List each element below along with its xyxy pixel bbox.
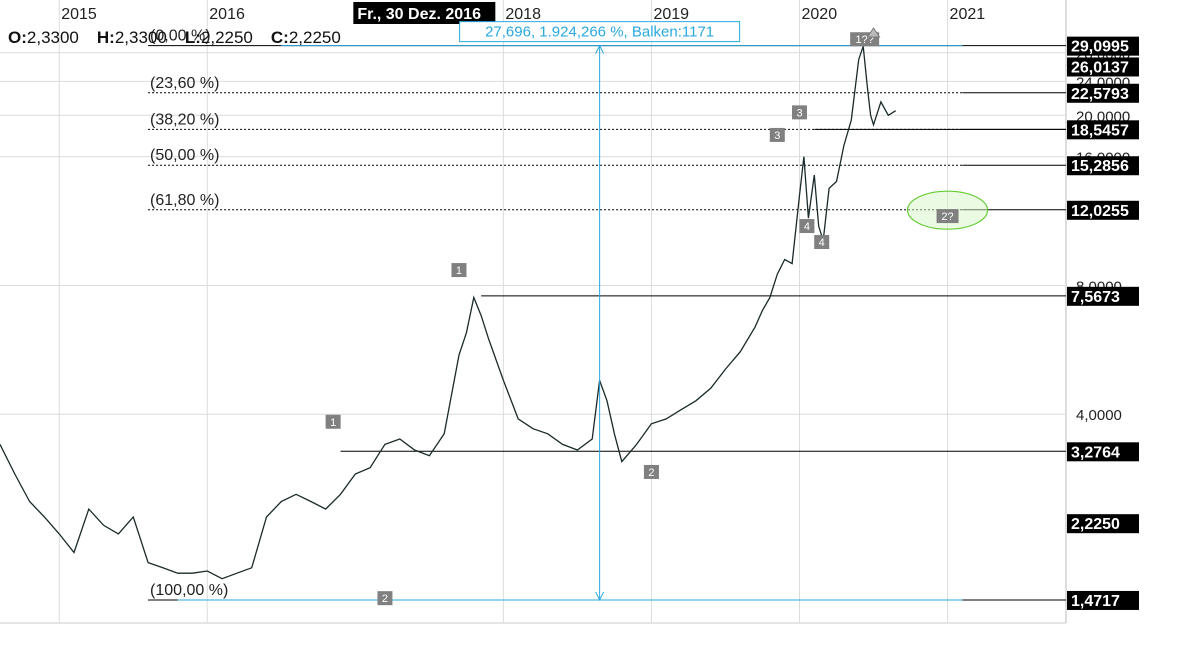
open-value: O:2,3300 [8,28,79,47]
price-label: 7,5673 [1071,289,1120,306]
wave-label-box [936,209,959,224]
wave-label-box [325,414,341,429]
fib-level-label: (100,00 %) [150,582,228,599]
price-label-box [1067,57,1139,77]
ohlc-readout: O:2,3300 H:2,3300 L:2,2250 C:2,2250 [8,28,341,48]
low-value: L:2,2250 [184,28,253,47]
price-label: 1,4717 [1071,593,1120,610]
x-tick-label: 2019 [653,6,689,23]
fib-level-label: (0,00 %) [150,28,210,45]
price-line [0,46,897,580]
wave-label-box [814,235,830,250]
x-tick-label: 2015 [61,6,97,23]
wave-label-box [792,105,807,120]
wave-label: 2 [648,467,654,479]
wave-label-box [799,219,815,234]
price-label: 15,2856 [1071,158,1129,175]
price-label-box [1067,590,1139,610]
wave-label-box [377,591,393,606]
fib-level-label: (61,80 %) [150,192,219,209]
wave-label: 4 [804,221,810,233]
measure-arrow-up [595,44,605,54]
wave-label: 3 [796,107,802,119]
price-label-box [1067,120,1139,140]
price-label-box [1067,514,1139,534]
wave-label-box [769,127,785,142]
price-label: 12,0255 [1071,203,1129,220]
price-label-box [1067,286,1139,306]
price-label-box [1067,156,1139,176]
cursor-date-box [353,2,496,24]
measure-arrow-down [595,591,605,602]
wave-label-box [643,464,659,479]
price-label-box [1067,36,1139,56]
measure-label: 27,696, 1.924,266 %, Balken:1171 [485,24,714,41]
fib-level-label: (23,60 %) [150,75,219,92]
wave-label: 2? [941,211,953,223]
wave-label: 1 [330,417,336,429]
x-tick-label: 2021 [950,6,986,23]
price-label: 2,2250 [1071,516,1120,533]
wave-label: 2 [382,593,388,605]
x-tick-label: 2016 [209,6,245,23]
y-tick-label: 4,0000 [1076,407,1122,424]
price-label: 29,0995 [1071,39,1129,56]
x-tick-label: 2018 [505,6,541,23]
wave-label: 4 [819,237,825,249]
price-label-box [1067,200,1139,220]
price-label: 26,0137 [1071,59,1129,76]
price-label-box [1067,442,1139,462]
wave-label: 3 [774,130,780,142]
fib-level-label: (50,00 %) [150,147,219,164]
price-label: 18,5457 [1071,122,1129,139]
up-triangle-icon [866,27,881,38]
high-value: H:2,3300 [96,28,167,47]
measure-label-box [459,21,741,43]
x-tick-label: 2020 [802,6,838,23]
fib-level-label: (38,20 %) [150,111,219,128]
wave-label-box [451,263,467,278]
cursor-date-label: Fr., 30 Dez. 2016 [357,6,481,23]
price-label: 3,2764 [1071,444,1120,461]
wave-label: 1 [456,265,462,277]
price-label-box [1067,83,1139,103]
close-value: C:2,2250 [270,28,341,47]
price-label: 22,5793 [1071,86,1129,103]
